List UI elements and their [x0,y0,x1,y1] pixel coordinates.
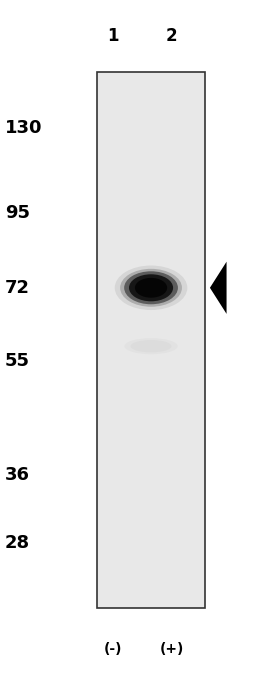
Ellipse shape [129,274,173,302]
Text: 1: 1 [107,27,118,45]
Ellipse shape [120,269,182,307]
Text: 55: 55 [5,352,30,370]
Bar [97,72,205,608]
Ellipse shape [131,340,172,352]
Text: (+): (+) [159,642,184,656]
Polygon shape [210,262,227,314]
Text: 130: 130 [5,120,42,137]
Ellipse shape [115,266,187,310]
Text: (-): (-) [103,642,122,656]
Ellipse shape [124,271,178,304]
Ellipse shape [124,338,178,354]
Text: 28: 28 [5,534,30,552]
Text: 36: 36 [5,466,30,484]
Ellipse shape [135,278,167,297]
Text: 95: 95 [5,204,30,222]
Text: 72: 72 [5,279,30,297]
Text: 2: 2 [166,27,177,45]
